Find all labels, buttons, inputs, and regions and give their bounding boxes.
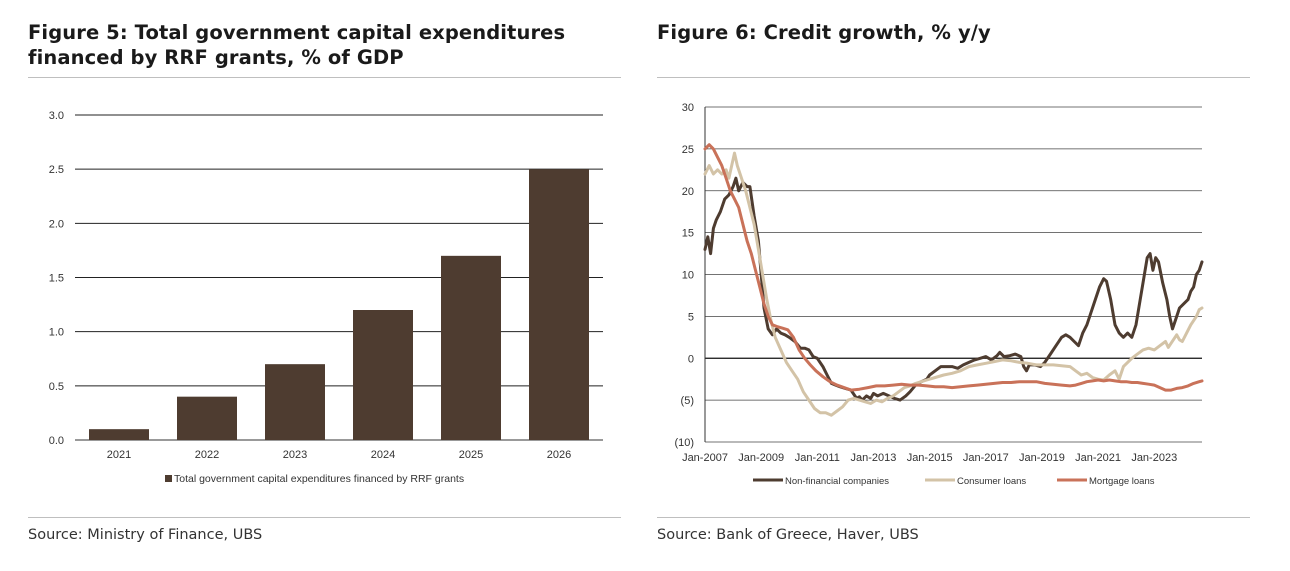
- x-tick-label: Jan-2023: [1131, 452, 1177, 464]
- figure-5-bottom-rule: [28, 517, 621, 518]
- figure-5-source: Source: Ministry of Finance, UBS: [28, 527, 263, 543]
- y-tick-label: 1.0: [49, 327, 64, 339]
- x-tick-label: Jan-2015: [907, 452, 953, 464]
- x-tick-label: Jan-2009: [738, 452, 784, 464]
- series-line: [703, 143, 1204, 392]
- y-tick-label: 0: [688, 353, 694, 365]
- x-tick-label: Jan-2007: [682, 452, 728, 464]
- y-tick-label: 1.5: [49, 273, 64, 285]
- bar: [529, 169, 589, 440]
- y-tick-label: 2.0: [49, 218, 64, 230]
- figure-5-title: Figure 5: Total government capital expen…: [28, 21, 566, 69]
- x-tick-label: Jan-2011: [795, 452, 840, 464]
- bar: [353, 310, 413, 440]
- y-tick-label: 10: [682, 270, 694, 282]
- x-tick-label: 2025: [459, 449, 483, 461]
- x-tick-label: 2021: [107, 449, 131, 461]
- bar: [441, 255, 501, 440]
- legend-label: Mortgage loans: [1089, 476, 1155, 487]
- credit-growth-line-chart: (10) (5) 0 5 10 15 20 25 30 Jan-2007 Jan-2009 Jan-2…: [674, 102, 1204, 487]
- figure-6-bottom-rule: [657, 517, 1250, 518]
- y-tick-label: 30: [682, 102, 694, 114]
- y-tick-label: 2.5: [49, 164, 64, 176]
- rrf-bar-chart: 0.0 0.5 1.0 1.5 2.0 2.5 3.0 2021 2022 2023 2024 202…: [49, 110, 603, 485]
- bar: [89, 429, 149, 440]
- figure-6-top-rule: [657, 77, 1250, 78]
- y-tick-label: 15: [682, 228, 694, 240]
- legend-swatch: [165, 475, 172, 482]
- figure-6-source: Source: Bank of Greece, Haver, UBS: [657, 527, 919, 543]
- figure-6-title: Figure 6: Credit growth, % y/y: [657, 21, 991, 44]
- y-tick-label: 3.0: [49, 110, 64, 122]
- legend-label: Consumer loans: [957, 476, 1026, 487]
- x-tick-label: 2022: [195, 449, 219, 461]
- bar: [265, 364, 325, 440]
- x-tick-label: Jan-2019: [1019, 452, 1065, 464]
- x-tick-label: Jan-2017: [963, 452, 1009, 464]
- legend-label: Non-financial companies: [785, 476, 889, 487]
- series-line: [703, 176, 1204, 402]
- bar: [177, 396, 237, 440]
- y-tick-label: (5): [681, 395, 694, 407]
- figure-5-top-rule: [28, 77, 621, 78]
- series-line: [703, 151, 1204, 417]
- y-tick-label: (10): [674, 437, 694, 449]
- x-tick-label: 2023: [283, 449, 307, 461]
- x-tick-label: Jan-2013: [851, 452, 897, 464]
- x-tick-label: Jan-2021: [1075, 452, 1121, 464]
- x-tick-label: 2026: [547, 449, 571, 461]
- y-tick-label: 20: [682, 186, 694, 198]
- y-tick-label: 0.0: [49, 435, 64, 447]
- y-tick-label: 25: [682, 144, 694, 156]
- x-tick-label: 2024: [371, 449, 395, 461]
- y-tick-label: 0.5: [49, 381, 64, 393]
- legend-label: Total government capital expenditures fi…: [174, 473, 464, 485]
- y-tick-label: 5: [688, 311, 694, 323]
